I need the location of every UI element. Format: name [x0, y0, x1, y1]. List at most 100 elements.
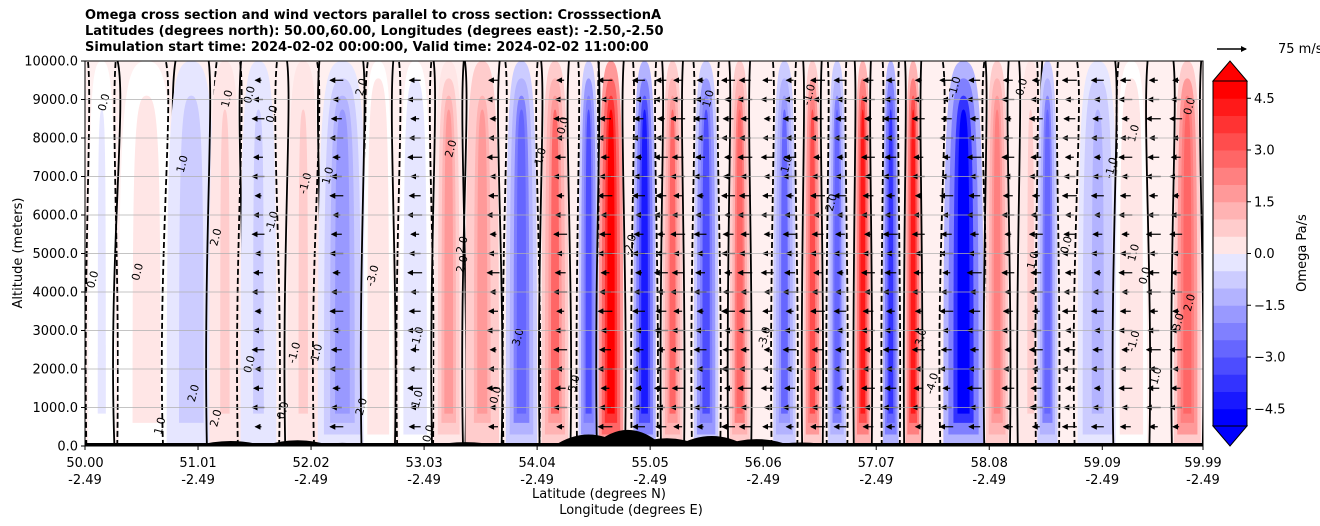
x-tick-label-lat: 51.01	[179, 456, 216, 471]
contour-line	[575, 61, 581, 446]
contour-line	[205, 61, 212, 446]
contour-label: 2.0	[454, 254, 471, 274]
colorbar-segment	[1213, 339, 1247, 358]
colorbar-segment	[1213, 357, 1247, 375]
contour-label: 2.0	[454, 235, 471, 255]
colorbar-segment	[1213, 391, 1247, 410]
contour-label: 2.0	[353, 77, 370, 97]
contour-label: 1.0	[308, 343, 325, 363]
colorbar-segment	[1213, 322, 1247, 341]
x-tick-label-lat: 59.09	[1084, 456, 1121, 471]
contour-line	[690, 61, 696, 446]
contour-label: 0.0	[1181, 96, 1198, 116]
omega-band-layer	[138, 109, 155, 414]
contour-line	[1072, 61, 1080, 446]
x-tick-label-lat: 59.99	[1184, 456, 1221, 471]
contour-line	[566, 61, 573, 446]
contour-line	[160, 61, 170, 446]
x-tick-label-lat: 55.05	[632, 456, 669, 471]
contour-label: 3.0	[912, 327, 929, 347]
omega-band-layer	[669, 109, 676, 414]
omega-band-layer	[607, 109, 615, 414]
contour-line	[819, 61, 825, 446]
y-tick-label: 8000.0	[33, 132, 79, 147]
contour-line	[1111, 61, 1118, 446]
omega-band-layer	[702, 109, 710, 414]
contour-line	[430, 61, 436, 446]
omega-band-layer	[335, 109, 350, 414]
omega-band-layer	[97, 109, 106, 414]
omega-band-layer	[585, 109, 592, 414]
contour-line	[716, 61, 722, 446]
colorbar-segment	[1213, 115, 1247, 134]
contour-label: 1.0	[219, 88, 236, 108]
x-tick-label-lon: -2.49	[68, 473, 102, 488]
contour-line	[501, 61, 508, 446]
x-tick-label-lat: 57.07	[858, 456, 895, 471]
omega-band-layer	[1126, 109, 1137, 414]
terrain-base	[85, 443, 1203, 446]
contour-label: -3.0	[755, 325, 773, 349]
contour-line	[538, 61, 544, 446]
omega-band	[359, 61, 397, 446]
colorbar-segment	[1213, 236, 1247, 254]
x-tick-label-lat: 50.00	[66, 456, 103, 471]
contour-label: 3.0	[1170, 312, 1187, 332]
colorbar-extend-max	[1211, 60, 1249, 82]
contour-label: 2.0	[442, 139, 459, 159]
colorbar-segment	[1213, 270, 1247, 289]
omega-band-layer	[220, 109, 230, 414]
contour-label: 0.0	[129, 262, 146, 282]
contour-line	[902, 61, 907, 446]
x-tick-label-lon: -2.49	[633, 473, 667, 488]
contour-line	[85, 61, 91, 446]
colorbar-segment	[1213, 167, 1247, 185]
contour-label: -1.0	[296, 171, 314, 195]
colorbar-segment	[1213, 184, 1247, 203]
contour-line	[395, 61, 402, 446]
omega-band	[1072, 61, 1123, 446]
omega-band-layer	[253, 109, 264, 414]
y-tick-label: 0.0	[57, 440, 78, 455]
omega-band-layer	[1091, 109, 1104, 414]
contour-label: -3.0	[364, 264, 382, 288]
x-tick-label-lat: 58.08	[971, 456, 1008, 471]
colorbar-segment	[1213, 201, 1247, 220]
colorbar-segment	[1213, 374, 1247, 392]
contour-line	[1016, 61, 1022, 446]
contour-line	[236, 61, 243, 446]
contour-label: 1.0	[700, 88, 717, 108]
omega-band-layer	[1183, 109, 1192, 414]
contour-line	[1034, 61, 1039, 446]
colorbar-tick-label: 0.0	[1254, 247, 1275, 262]
contour-line	[869, 61, 874, 446]
colorbar-segment	[1213, 98, 1247, 116]
omega-band-layer	[736, 109, 743, 414]
omega-band-layer	[993, 109, 1001, 414]
colorbar-tick-label: 1.5	[1254, 195, 1275, 210]
omega-band	[501, 61, 542, 446]
y-tick-label: 10000.0	[24, 55, 78, 70]
y-tick-label: 2000.0	[33, 363, 79, 378]
y-axis-label: Altitude (meters)	[11, 198, 26, 309]
contour-line	[770, 61, 775, 446]
colorbar-tick-label: −4.5	[1254, 402, 1286, 417]
x-tick-label-lon: -2.49	[181, 473, 215, 488]
contour-line	[1199, 61, 1203, 446]
omega-band-layer	[516, 109, 527, 414]
colorbar-segment	[1213, 408, 1247, 427]
x-tick-label-lon: -2.49	[1186, 473, 1220, 488]
omega-band	[85, 61, 119, 446]
contour-label: 1.0	[1125, 242, 1142, 262]
omega-band-layer	[410, 109, 420, 414]
x-axis-label-longitude: Longitude (degrees E)	[559, 503, 703, 518]
contour-line	[535, 61, 542, 446]
contour-label: 0.0	[1058, 235, 1075, 255]
chart-title-line-2: Latitudes (degrees north): 50.00,60.00, …	[85, 24, 664, 39]
x-tick-label-lat: 52.02	[292, 456, 329, 471]
contour-line	[1055, 61, 1061, 446]
contour-label: 2.0	[1181, 293, 1198, 313]
omega-band-layer	[957, 109, 970, 414]
contour-label: -1.0	[1125, 329, 1143, 353]
x-tick-label-lon: -2.49	[407, 473, 441, 488]
